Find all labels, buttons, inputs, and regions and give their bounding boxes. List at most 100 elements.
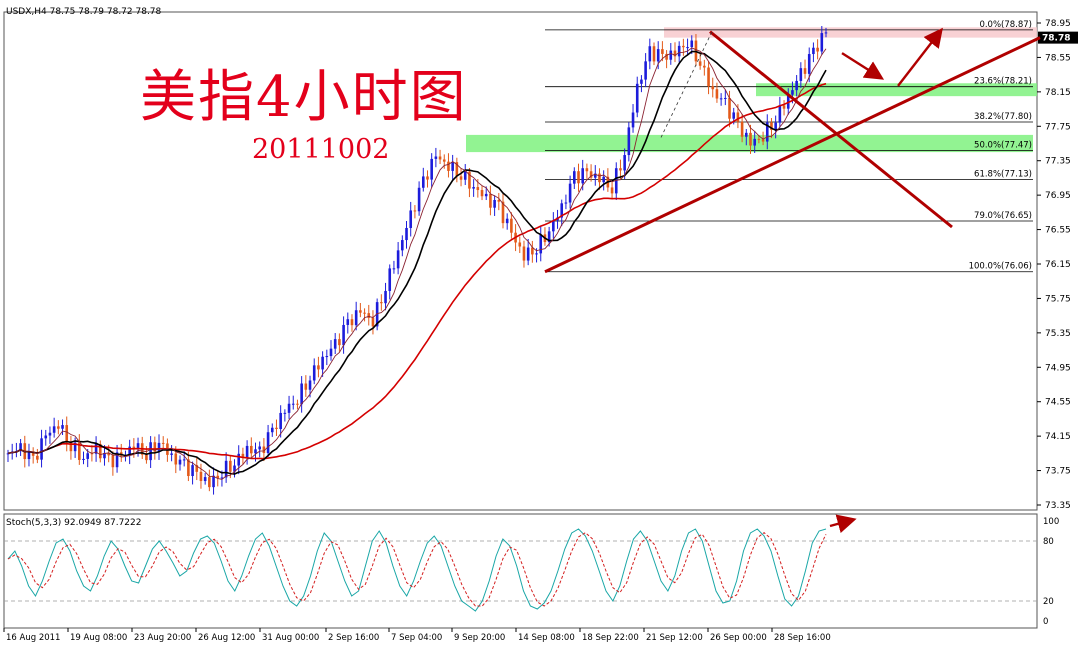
candle-body: [86, 453, 90, 459]
candle-body: [78, 442, 81, 460]
candle-body: [593, 173, 597, 178]
candle-body: [765, 122, 769, 142]
candle-body: [581, 168, 584, 184]
chart-date: 20111002: [252, 134, 390, 165]
candle-body: [413, 210, 417, 212]
stoch-main-line: [7, 528, 827, 612]
candle-body: [216, 475, 220, 479]
candle-body: [275, 427, 278, 429]
candle-body: [631, 112, 635, 128]
candle-body: [69, 442, 73, 452]
candle-body: [103, 452, 106, 459]
candle-body: [317, 365, 320, 370]
candle-body: [363, 312, 366, 314]
candle-body: [442, 159, 446, 162]
candle-body: [560, 203, 564, 218]
candle-body: [224, 460, 228, 478]
candle-body: [405, 227, 408, 241]
candle-body: [732, 112, 736, 119]
candle-body: [547, 231, 551, 243]
candle-body: [384, 290, 387, 304]
candle-body: [6, 453, 10, 455]
candle-body: [329, 348, 333, 357]
candle-body: [178, 459, 182, 465]
price-tick-label: 73.75: [1045, 467, 1071, 477]
candle-body: [744, 132, 748, 137]
candle-body: [241, 453, 245, 458]
fib-level-label: 23.6%(78.21): [974, 77, 1032, 87]
candle-body: [522, 246, 526, 261]
time-tick-label: 19 Aug 08:00: [70, 633, 127, 643]
fib-level-label: 100.0%(76.06): [969, 262, 1032, 272]
candle-body: [187, 459, 190, 477]
candle-body: [338, 339, 341, 346]
candle-body: [627, 127, 631, 156]
candle-body: [602, 176, 605, 183]
candle-body: [447, 161, 450, 171]
candle-body: [698, 61, 702, 66]
candle-body: [266, 432, 270, 454]
candle-body: [774, 122, 777, 130]
candle-body: [283, 412, 287, 414]
symbol-info: USDX,H4 78.75 78.79 78.72 78.78: [6, 7, 162, 17]
fib-level-label: 50.0%(77.47): [974, 140, 1032, 150]
candle-body: [233, 465, 236, 472]
time-tick-label: 31 Aug 00:00: [262, 633, 319, 643]
candle-body: [388, 268, 392, 291]
candle-body: [661, 49, 664, 54]
candle-body: [296, 403, 299, 405]
candle-body: [451, 162, 454, 171]
candle-body: [350, 319, 354, 326]
annotation-arrow: [829, 514, 857, 534]
candle-body: [153, 442, 157, 452]
candle-body: [480, 190, 484, 197]
downtrend-line: [709, 30, 953, 229]
candle-body: [539, 234, 543, 254]
candle-body: [220, 477, 224, 479]
candle-body: [208, 477, 211, 488]
candle-body: [279, 412, 282, 429]
candle-body: [648, 46, 652, 62]
candle-body: [564, 202, 568, 204]
candle-body: [728, 97, 731, 119]
stoch-label: Stoch(5,3,3) 92.0949 87.7222: [6, 518, 142, 528]
candle-body: [820, 33, 824, 52]
candle-body: [753, 138, 756, 146]
candle-body: [107, 452, 110, 456]
candle-body: [161, 442, 165, 444]
candle-body: [392, 268, 396, 270]
current-price-marker: [1038, 31, 1078, 44]
fib-level-label: 0.0%(78.87): [979, 20, 1032, 30]
candle-body: [48, 432, 52, 436]
candle-body: [677, 45, 681, 57]
price-tick-label: 76.95: [1045, 191, 1071, 201]
stoch-panel-frame: [3, 513, 1038, 629]
candle-body: [497, 199, 501, 202]
candle-body: [149, 442, 152, 461]
candle-body: [799, 68, 803, 81]
candle-body: [489, 193, 492, 208]
candle-body: [98, 443, 102, 459]
time-tick-label: 7 Sep 04:00: [391, 633, 442, 643]
candle-body: [136, 443, 140, 450]
price-tick-label: 74.15: [1045, 432, 1071, 442]
candle-body: [568, 183, 572, 203]
fib-level-label: 79.0%(76.65): [974, 211, 1032, 221]
candle-body: [417, 187, 421, 212]
stoch-tick-label: 100: [1043, 517, 1059, 527]
fib-level-label: 38.2%(77.80): [974, 112, 1032, 122]
candle-body: [552, 220, 555, 232]
candle-body: [757, 138, 761, 140]
candle-body: [656, 49, 660, 62]
candle-body: [421, 176, 425, 188]
candle-body: [65, 425, 69, 443]
candle-body: [73, 442, 77, 452]
candle-body: [203, 477, 207, 482]
candle-body: [623, 155, 626, 171]
candle-body: [807, 54, 811, 74]
candle-body: [254, 449, 257, 454]
candle-body: [598, 173, 601, 183]
candle-body: [308, 380, 312, 390]
